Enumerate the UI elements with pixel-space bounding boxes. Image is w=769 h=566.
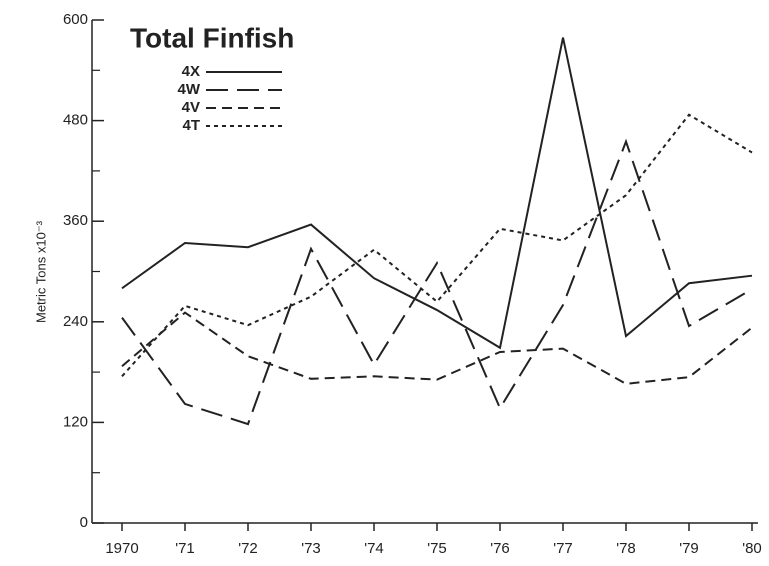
- x-tick-label: '75: [427, 540, 447, 557]
- x-tick-label: '78: [616, 540, 636, 557]
- series-line: [121, 113, 753, 377]
- legend-label: 4V: [182, 99, 200, 116]
- x-tick-label: '79: [679, 540, 699, 557]
- y-axis-label: Metric Tons x10⁻³: [33, 220, 48, 323]
- x-tick-label: '74: [364, 540, 384, 557]
- chart-title: Total Finfish: [130, 22, 294, 53]
- y-tick-label: 360: [63, 212, 88, 229]
- series-line: [121, 138, 753, 426]
- legend-label: 4X: [182, 63, 200, 80]
- y-tick-label: 240: [63, 313, 88, 330]
- y-tick-label: 480: [63, 112, 88, 129]
- x-tick-label: '80: [742, 540, 762, 557]
- x-tick-label: 1970: [105, 540, 138, 557]
- y-tick-label: 120: [63, 413, 88, 430]
- legend-label: 4T: [182, 117, 200, 134]
- series-line: [121, 37, 753, 350]
- x-tick-label: '77: [553, 540, 573, 557]
- x-tick-label: '71: [175, 540, 195, 557]
- series-line: [121, 311, 753, 385]
- y-tick-label: 0: [80, 514, 88, 531]
- x-tick-label: '72: [238, 540, 258, 557]
- x-tick-label: '73: [301, 540, 321, 557]
- legend-label: 4W: [178, 81, 201, 98]
- x-tick-label: '76: [490, 540, 510, 557]
- y-tick-label: 600: [63, 11, 88, 28]
